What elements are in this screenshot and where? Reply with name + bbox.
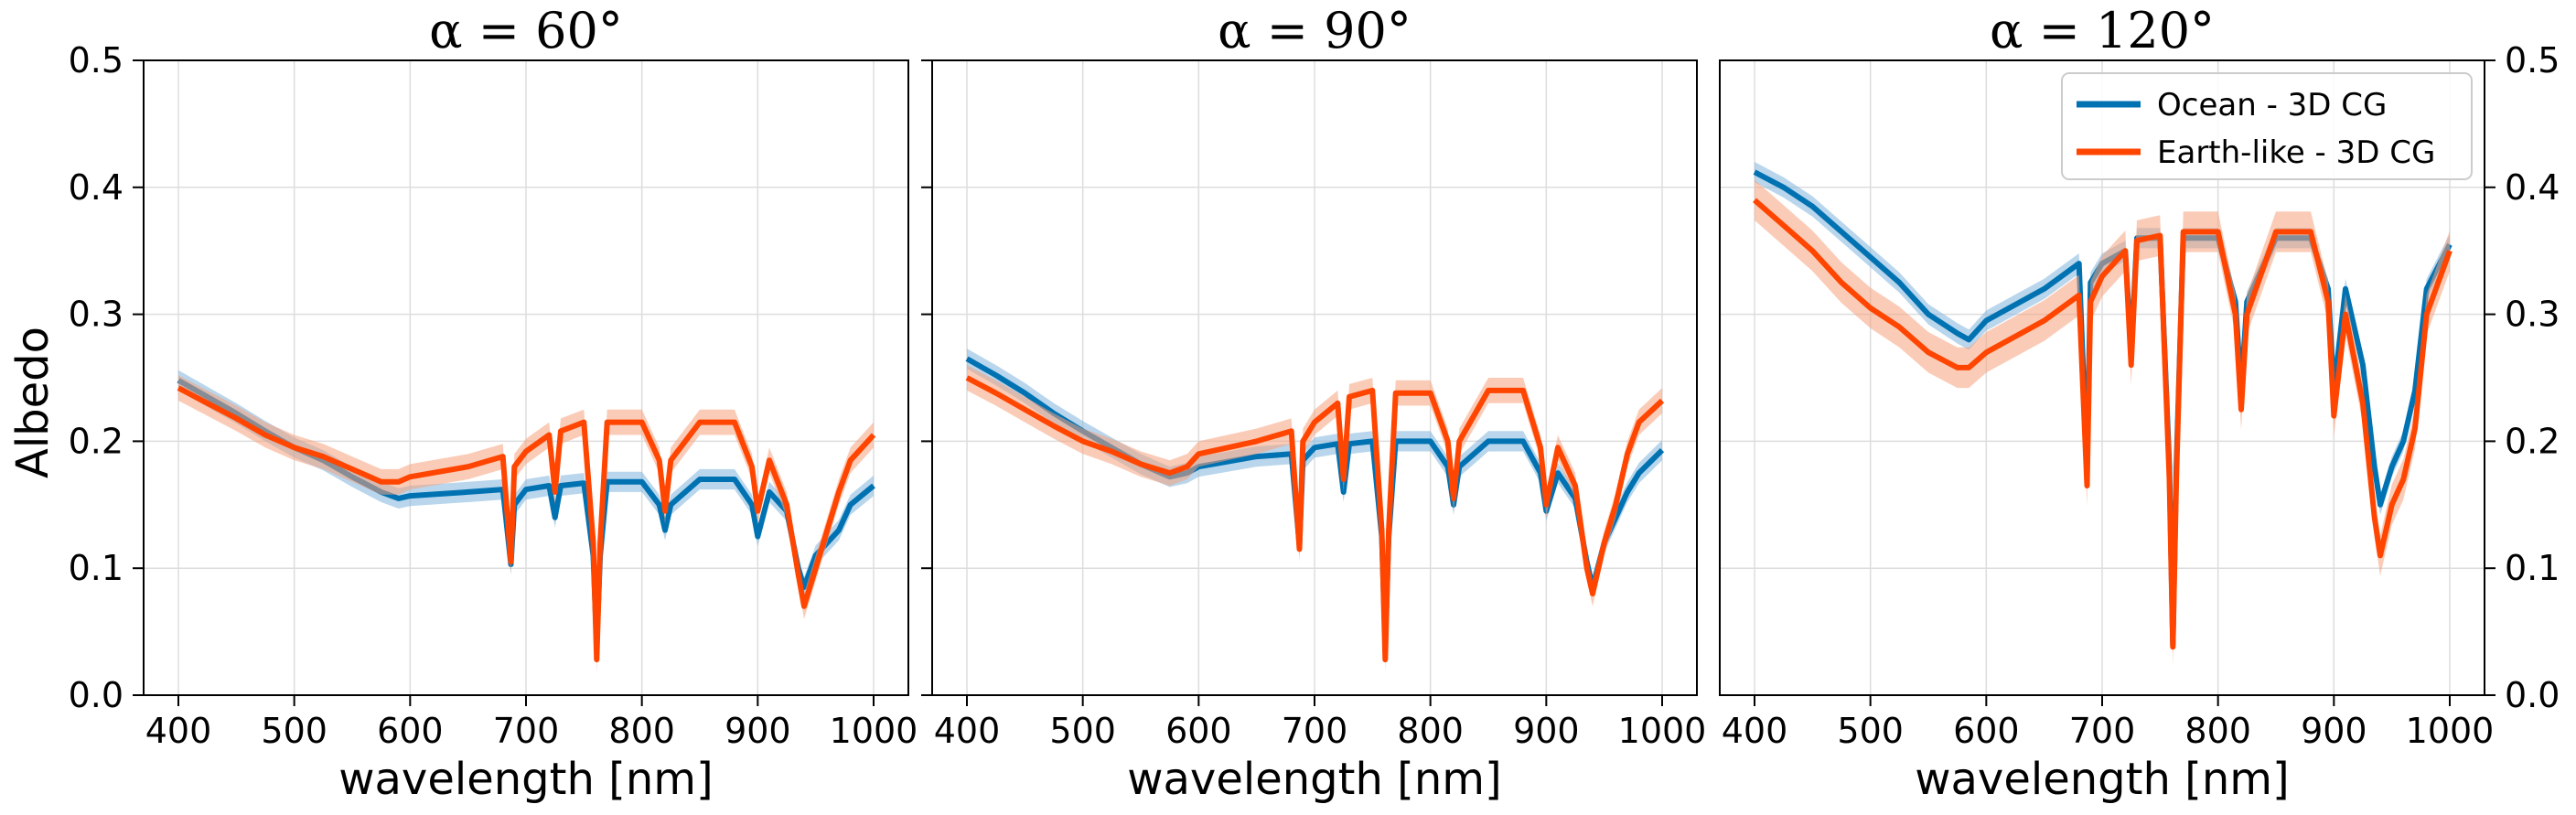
y-tick-label: 0.0	[69, 675, 123, 715]
x-tick-label: 400	[1722, 711, 1788, 751]
x-tick-label: 600	[1165, 711, 1232, 751]
x-tick-label: 1000	[830, 711, 918, 751]
x-tick-label: 600	[377, 711, 444, 751]
x-tick-label: 800	[1397, 711, 1464, 751]
x-tick-label: 500	[261, 711, 327, 751]
x-axis-label: wavelength [nm]	[1915, 754, 2290, 805]
legend-label: Ocean - 3D CG	[2157, 87, 2387, 123]
series-line-earth-like	[965, 375, 1665, 663]
y-tick-label: 0.5	[2505, 40, 2560, 80]
legend: Ocean - 3D CG Earth-like - 3D CG	[2061, 72, 2473, 180]
legend-label: Earth-like - 3D CG	[2157, 134, 2435, 171]
y-tick-label: 0.2	[2505, 421, 2560, 461]
x-tick-label: 800	[2184, 711, 2251, 751]
x-tick-label: 500	[1049, 711, 1116, 751]
series-line-earth-like	[1753, 198, 2453, 650]
x-tick-label: 500	[1837, 711, 1904, 751]
x-tick-label: 1000	[2406, 711, 2495, 751]
legend-box	[2061, 72, 2473, 180]
x-tick-label: 400	[934, 711, 1001, 751]
y-tick-label: 0.2	[69, 421, 123, 461]
y-tick-label: 0.3	[69, 295, 123, 335]
y-tick-label: 0.0	[2505, 675, 2560, 715]
y-tick-label: 0.4	[69, 167, 123, 208]
x-axis-label: wavelength [nm]	[338, 754, 714, 805]
x-tick-label: 900	[1513, 711, 1580, 751]
x-tick-label: 400	[145, 711, 212, 751]
panel-title: α = 90°	[1218, 2, 1411, 59]
panel-title: α = 120°	[1990, 2, 2215, 59]
y-tick-label: 0.3	[2505, 295, 2560, 335]
y-tick-label: 0.4	[2505, 167, 2560, 208]
y-tick-label: 0.1	[69, 548, 123, 588]
x-tick-label: 700	[493, 711, 560, 751]
x-axis-label: wavelength [nm]	[1127, 754, 1502, 805]
x-tick-label: 1000	[1618, 711, 1707, 751]
x-tick-label: 800	[608, 711, 675, 751]
x-tick-label: 900	[724, 711, 791, 751]
panel-2: 400 500 600 700 800 900 1000 α = 90° wavelength …	[921, 2, 1706, 805]
x-tick-label: 700	[2069, 711, 2136, 751]
x-tick-label: 900	[2301, 711, 2367, 751]
x-tick-label: 600	[1953, 711, 2020, 751]
y-tick-label: 0.1	[2505, 548, 2560, 588]
x-tick-label: 700	[1282, 711, 1348, 751]
panel-title: α = 60°	[429, 2, 623, 59]
series-line-earth-like	[177, 385, 876, 663]
y-axis-label: Albedo	[7, 327, 59, 478]
y-tick-label: 0.5	[69, 40, 123, 80]
panel-1: 400 500 600 700 800 900 1000 0.0 0.1 0.2 0.3 0.4 0.5…	[69, 2, 918, 805]
